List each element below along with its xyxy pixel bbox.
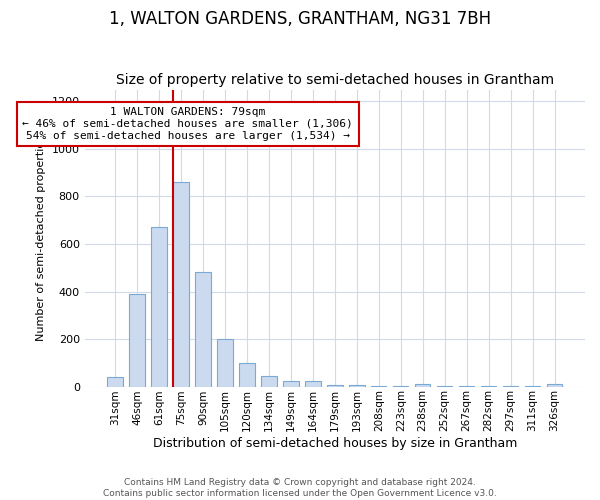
Bar — [239, 363, 254, 386]
Y-axis label: Number of semi-detached properties: Number of semi-detached properties — [36, 135, 46, 341]
X-axis label: Distribution of semi-detached houses by size in Grantham: Distribution of semi-detached houses by … — [152, 437, 517, 450]
Text: 1 WALTON GARDENS: 79sqm
← 46% of semi-detached houses are smaller (1,306)
54% of: 1 WALTON GARDENS: 79sqm ← 46% of semi-de… — [22, 108, 353, 140]
Bar — [261, 376, 277, 386]
Bar — [107, 377, 123, 386]
Text: 1, WALTON GARDENS, GRANTHAM, NG31 7BH: 1, WALTON GARDENS, GRANTHAM, NG31 7BH — [109, 10, 491, 28]
Bar — [415, 384, 430, 386]
Bar — [217, 339, 233, 386]
Bar — [151, 228, 167, 386]
Bar — [196, 272, 211, 386]
Bar — [173, 182, 189, 386]
Text: Contains HM Land Registry data © Crown copyright and database right 2024.
Contai: Contains HM Land Registry data © Crown c… — [103, 478, 497, 498]
Bar — [130, 294, 145, 386]
Title: Size of property relative to semi-detached houses in Grantham: Size of property relative to semi-detach… — [116, 73, 554, 87]
Bar — [547, 384, 562, 386]
Bar — [283, 380, 299, 386]
Bar — [305, 380, 320, 386]
